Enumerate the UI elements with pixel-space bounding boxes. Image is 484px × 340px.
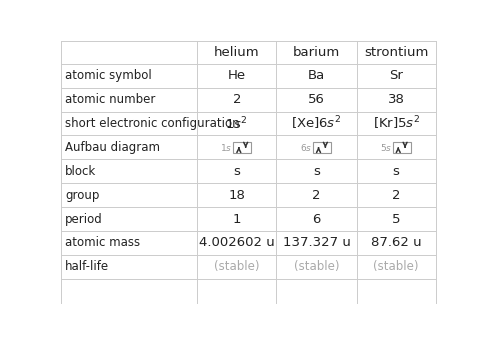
Text: Ba: Ba <box>308 69 325 82</box>
Text: helium: helium <box>214 46 259 59</box>
Bar <box>313 142 331 153</box>
Text: He: He <box>228 69 246 82</box>
Text: period: period <box>65 212 103 225</box>
Text: $1s^2$: $1s^2$ <box>226 115 248 132</box>
Bar <box>393 142 411 153</box>
Text: 56: 56 <box>308 93 325 106</box>
Text: (stable): (stable) <box>374 260 419 273</box>
Text: (stable): (stable) <box>294 260 339 273</box>
Text: 2: 2 <box>312 189 321 202</box>
Text: $6s$: $6s$ <box>300 142 312 153</box>
Text: 4.002602 u: 4.002602 u <box>199 236 275 250</box>
Text: barium: barium <box>293 46 340 59</box>
Text: $\mathregular{[Kr]5}s^2$: $\mathregular{[Kr]5}s^2$ <box>373 115 420 132</box>
Text: group: group <box>65 189 99 202</box>
Text: $\mathregular{[Xe]6}s^2$: $\mathregular{[Xe]6}s^2$ <box>291 115 342 132</box>
Text: short electronic configuration: short electronic configuration <box>65 117 240 130</box>
Text: atomic mass: atomic mass <box>65 236 140 250</box>
Text: half-life: half-life <box>65 260 109 273</box>
Text: 2: 2 <box>392 189 400 202</box>
Text: s: s <box>313 165 320 178</box>
Text: 5: 5 <box>392 212 400 225</box>
Text: (stable): (stable) <box>214 260 259 273</box>
Bar <box>233 142 251 153</box>
Text: s: s <box>233 165 240 178</box>
Text: block: block <box>65 165 96 178</box>
Text: 18: 18 <box>228 189 245 202</box>
Text: 6: 6 <box>312 212 321 225</box>
Text: Aufbau diagram: Aufbau diagram <box>65 141 160 154</box>
Text: Sr: Sr <box>389 69 403 82</box>
Text: 38: 38 <box>388 93 405 106</box>
Text: atomic symbol: atomic symbol <box>65 69 152 82</box>
Text: strontium: strontium <box>364 46 428 59</box>
Text: 2: 2 <box>232 93 241 106</box>
Text: 137.327 u: 137.327 u <box>283 236 350 250</box>
Text: 87.62 u: 87.62 u <box>371 236 422 250</box>
Text: 1: 1 <box>232 212 241 225</box>
Text: s: s <box>393 165 400 178</box>
Text: atomic number: atomic number <box>65 93 155 106</box>
Text: $5s$: $5s$ <box>379 142 392 153</box>
Text: $1s$: $1s$ <box>220 142 232 153</box>
